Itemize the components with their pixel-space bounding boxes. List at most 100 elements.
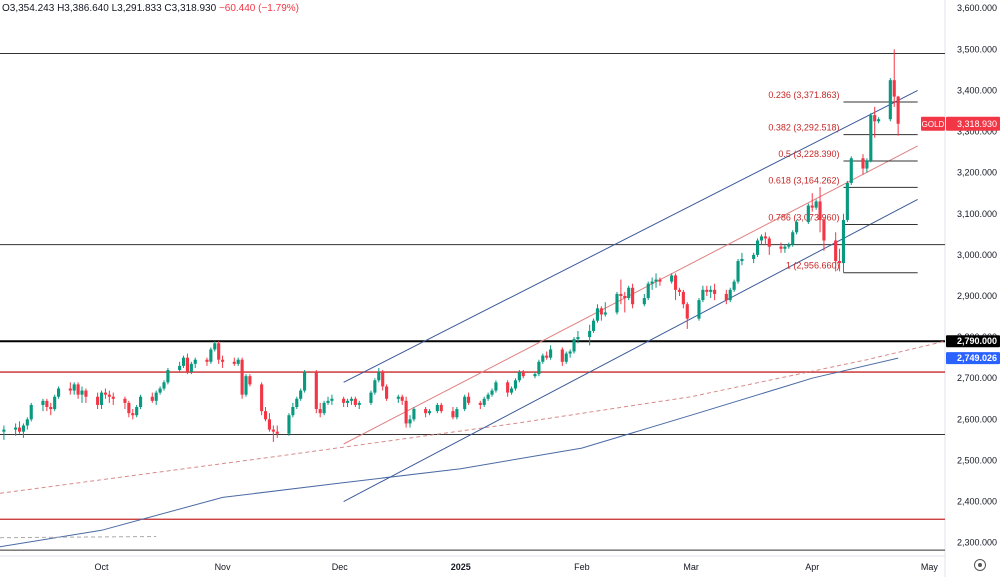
candle-body: [767, 238, 771, 247]
candle-body: [756, 240, 760, 255]
candle-body: [677, 289, 682, 292]
candle-body: [455, 409, 459, 418]
candle-body: [25, 419, 29, 426]
candle-body: [869, 115, 873, 161]
candle-body: [541, 355, 545, 362]
candle-body: [787, 244, 791, 247]
candle-body: [424, 409, 428, 414]
price-tick-label: 3,600.000: [957, 3, 997, 13]
candle-body: [740, 259, 744, 262]
candle-body: [353, 398, 357, 405]
candle-body: [396, 396, 400, 399]
candle-body: [72, 384, 76, 391]
candle-body: [435, 404, 439, 412]
candle-body: [322, 402, 326, 414]
symbol-badge-label: GOLD: [922, 120, 945, 129]
candle-body: [709, 289, 713, 292]
candle-body: [724, 293, 728, 301]
candle-body: [849, 158, 853, 183]
candle-body: [623, 296, 627, 299]
candle-body: [877, 119, 881, 122]
fib-level-label: 0.5 (3,228.390): [778, 149, 839, 159]
candle-body: [295, 398, 299, 407]
fib-level-label: 0.786 (3,073.960): [768, 212, 839, 222]
price-tick-label: 3,500.000: [957, 44, 997, 54]
channel-mid-line: [343, 145, 918, 445]
close-value: 3,318.930: [171, 3, 217, 14]
price-tick-label: 3,300.000: [957, 127, 997, 137]
fib-level-label: 1 (2,956.660): [786, 261, 840, 271]
candle-body: [463, 396, 467, 410]
candle-body: [103, 392, 107, 395]
candle-body: [568, 351, 572, 354]
current-price-label: 3,318.930: [957, 119, 997, 129]
candle-body: [271, 429, 275, 432]
price-tick-label: 2,400.000: [957, 497, 997, 507]
candle-body: [150, 396, 154, 401]
time-tick-label: Oct: [95, 562, 110, 572]
candle-body: [572, 339, 576, 352]
candle-body: [705, 289, 709, 292]
candle-body: [154, 392, 158, 401]
candle-body: [673, 275, 678, 290]
price-badge: [946, 335, 1000, 348]
candle-body: [209, 349, 213, 362]
candle-body: [349, 398, 354, 401]
time-tick-label: Feb: [574, 562, 590, 572]
candle-body: [451, 411, 455, 418]
candle-body: [400, 396, 404, 401]
candle-body: [17, 427, 22, 432]
time-tick-label: Dec: [332, 562, 349, 572]
candle-body: [263, 411, 268, 420]
settings-gear-icon[interactable]: [974, 559, 986, 571]
candle-body: [759, 236, 764, 241]
candle-body: [99, 392, 104, 405]
fib-level-label: 0.236 (3,371.863): [768, 90, 839, 100]
candle-body: [260, 384, 264, 412]
candle-body: [509, 388, 514, 393]
candle-body: [564, 353, 568, 362]
candle-body: [49, 407, 53, 410]
candle-body: [701, 289, 705, 301]
candle-body: [732, 281, 736, 290]
price-tick-label: 2,700.000: [957, 373, 997, 383]
candle-body: [642, 298, 646, 305]
candle-body: [193, 359, 197, 364]
channel-upper-line: [343, 89, 918, 383]
candle-body: [303, 372, 307, 391]
time-tick-label: Mar: [683, 562, 699, 572]
candle-body: [166, 370, 170, 383]
change-value: −60.440 (−1.79%): [218, 3, 299, 14]
candle-body: [654, 279, 658, 282]
candle-body: [627, 287, 631, 299]
candle-body: [244, 376, 248, 395]
candle-body: [619, 293, 623, 296]
time-tick-label: 2025: [451, 562, 471, 572]
candle-body: [834, 240, 838, 262]
candle-body: [806, 205, 810, 222]
price-tick-label: 3,100.000: [957, 209, 997, 219]
candle-body: [2, 429, 6, 432]
candle-body: [752, 254, 756, 259]
candle-body: [506, 382, 510, 393]
candle-body: [357, 402, 361, 405]
candle-body: [482, 398, 486, 405]
candle-body: [158, 388, 162, 393]
candle-body: [369, 392, 373, 403]
candle-body: [595, 308, 600, 321]
candle-body: [545, 355, 549, 358]
candle-body: [783, 246, 787, 249]
candle-body: [533, 374, 537, 377]
fib-level-label: 0.382 (3,292.518): [768, 123, 839, 133]
open-value: 3,354.243: [9, 3, 55, 14]
candle-body: [326, 400, 330, 403]
candle-body: [21, 425, 25, 432]
candle-body: [888, 80, 892, 120]
candle-body: [213, 343, 217, 350]
candle-body: [467, 396, 471, 403]
candle-body: [240, 359, 244, 395]
candle-body: [189, 363, 193, 373]
candle-body: [412, 409, 416, 420]
candle-body: [892, 80, 896, 97]
